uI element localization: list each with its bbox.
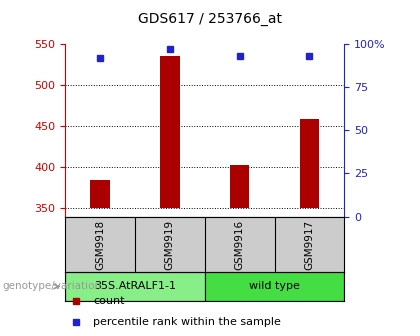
Bar bbox=[300, 120, 319, 208]
Text: count: count bbox=[93, 296, 124, 306]
Text: GSM9919: GSM9919 bbox=[165, 219, 175, 269]
Text: wild type: wild type bbox=[249, 282, 300, 291]
Bar bbox=[90, 180, 110, 208]
Text: GSM9918: GSM9918 bbox=[95, 219, 105, 269]
Bar bbox=[160, 56, 180, 208]
Text: GDS617 / 253766_at: GDS617 / 253766_at bbox=[138, 12, 282, 26]
Bar bbox=[65, 272, 205, 301]
Text: GSM9917: GSM9917 bbox=[304, 219, 315, 269]
Text: 35S.AtRALF1-1: 35S.AtRALF1-1 bbox=[94, 282, 176, 291]
Bar bbox=[230, 165, 249, 208]
Bar bbox=[205, 272, 344, 301]
Text: GSM9916: GSM9916 bbox=[235, 219, 245, 269]
Text: genotype/variation: genotype/variation bbox=[2, 282, 101, 291]
Text: percentile rank within the sample: percentile rank within the sample bbox=[93, 317, 281, 327]
